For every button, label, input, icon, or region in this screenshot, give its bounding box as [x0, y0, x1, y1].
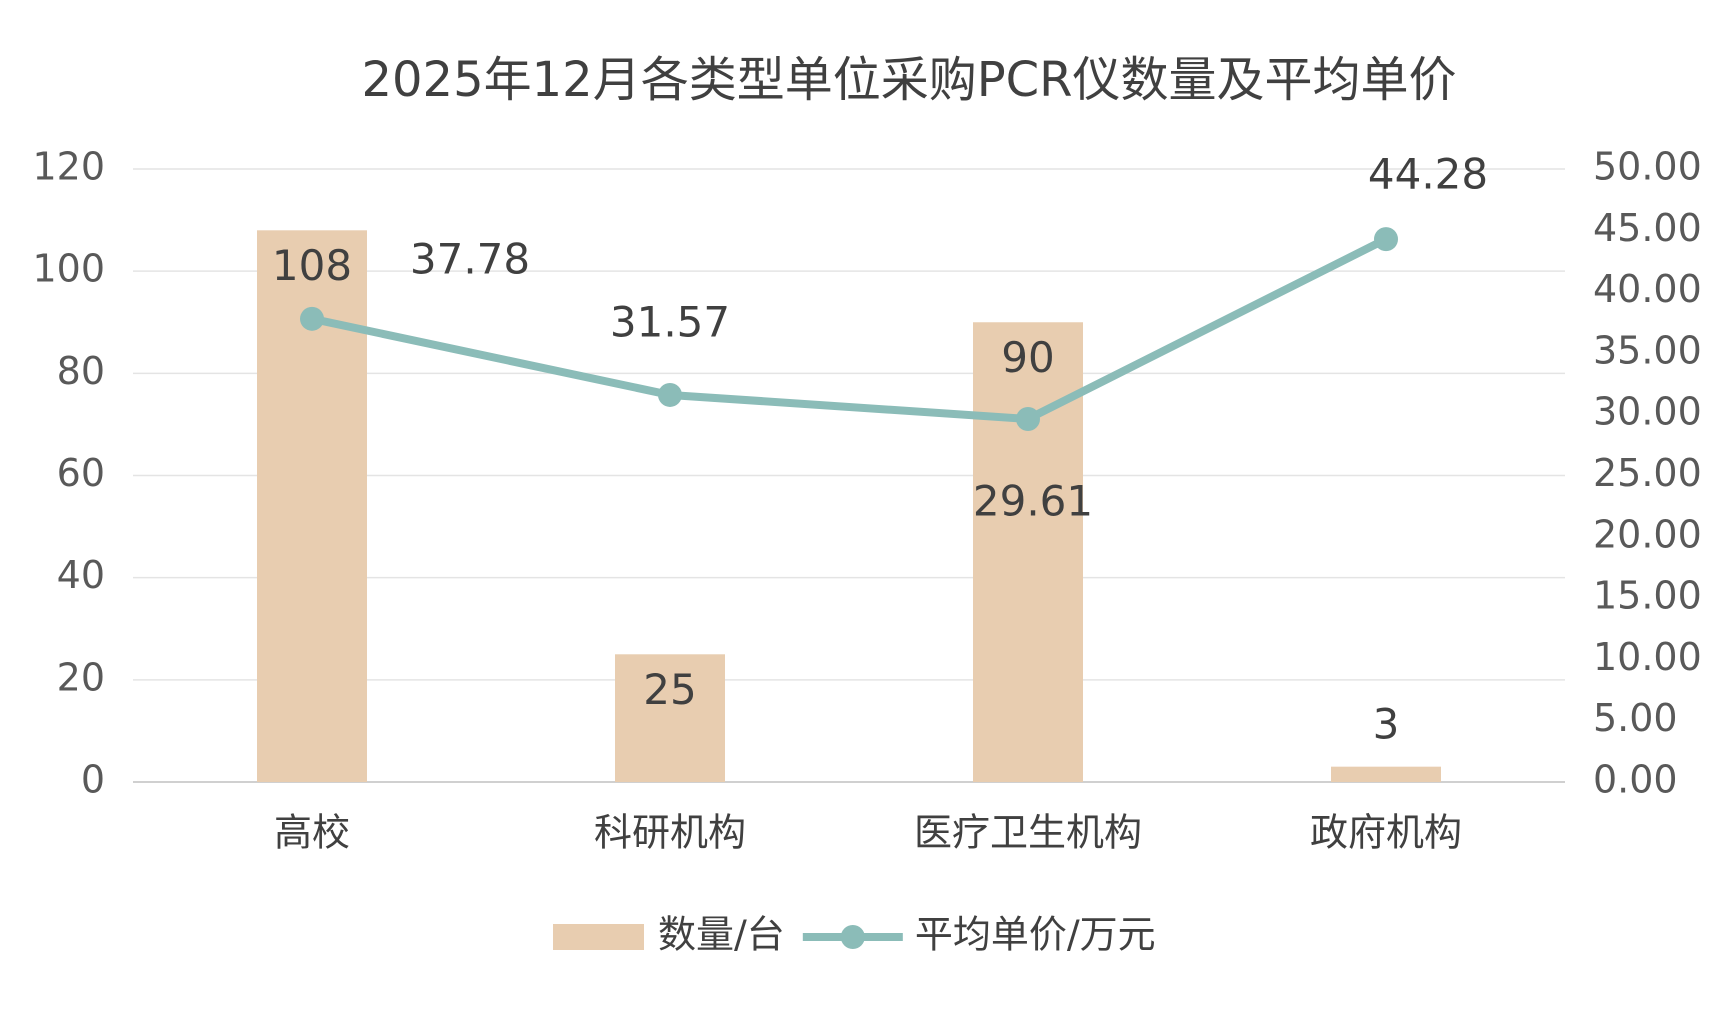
- y2-tick-label: 40.00: [1593, 267, 1702, 311]
- bar-value-label: 25: [643, 665, 696, 714]
- x-tick-label: 科研机构: [594, 811, 746, 855]
- legend-swatch: [553, 924, 644, 950]
- y-tick-label: 40: [57, 553, 105, 597]
- y2-tick-label: 45.00: [1593, 206, 1702, 250]
- line-value-label: 44.28: [1368, 150, 1488, 199]
- bar-value-label: 90: [1001, 333, 1054, 382]
- bar-value-label: 108: [272, 241, 352, 290]
- legend-swatch-marker: [840, 925, 865, 949]
- bar: [973, 322, 1083, 782]
- y-tick-label: 80: [57, 349, 105, 393]
- line-value-label: 29.61: [973, 476, 1093, 525]
- line-marker: [658, 382, 682, 407]
- y-tick-label: 120: [32, 145, 105, 189]
- y2-tick-label: 5.00: [1593, 696, 1678, 740]
- legend-label: 数量/台: [658, 913, 785, 957]
- chart-title: 2025年12月各类型单位采购PCR仪数量及平均单价: [361, 52, 1456, 108]
- y2-tick-label: 15.00: [1593, 574, 1702, 618]
- x-tick-label: 高校: [274, 811, 350, 855]
- y2-tick-label: 50.00: [1593, 145, 1702, 189]
- legend-label: 平均单价/万元: [915, 913, 1156, 957]
- line-marker: [1016, 406, 1040, 431]
- y2-tick-label: 35.00: [1593, 328, 1702, 372]
- bar: [615, 654, 725, 782]
- y-tick-label: 20: [57, 655, 105, 699]
- line-value-label: 37.78: [410, 234, 530, 283]
- line-marker: [300, 306, 324, 331]
- y-tick-label: 0: [81, 758, 105, 802]
- y2-tick-label: 10.00: [1593, 635, 1702, 679]
- y2-tick-label: 30.00: [1593, 390, 1702, 434]
- y-tick-label: 60: [57, 451, 105, 495]
- y-tick-label: 100: [32, 247, 105, 291]
- bar-value-label: 3: [1373, 700, 1400, 749]
- bar: [1331, 766, 1441, 782]
- y2-tick-label: 25.00: [1593, 451, 1702, 495]
- y2-tick-label: 0.00: [1593, 758, 1678, 802]
- line: [311, 235, 1388, 423]
- line-marker: [1374, 227, 1398, 252]
- line-value-label: 31.57: [610, 297, 730, 346]
- x-tick-label: 医疗卫生机构: [914, 811, 1142, 855]
- y2-tick-label: 20.00: [1593, 512, 1702, 556]
- x-tick-label: 政府机构: [1310, 811, 1462, 855]
